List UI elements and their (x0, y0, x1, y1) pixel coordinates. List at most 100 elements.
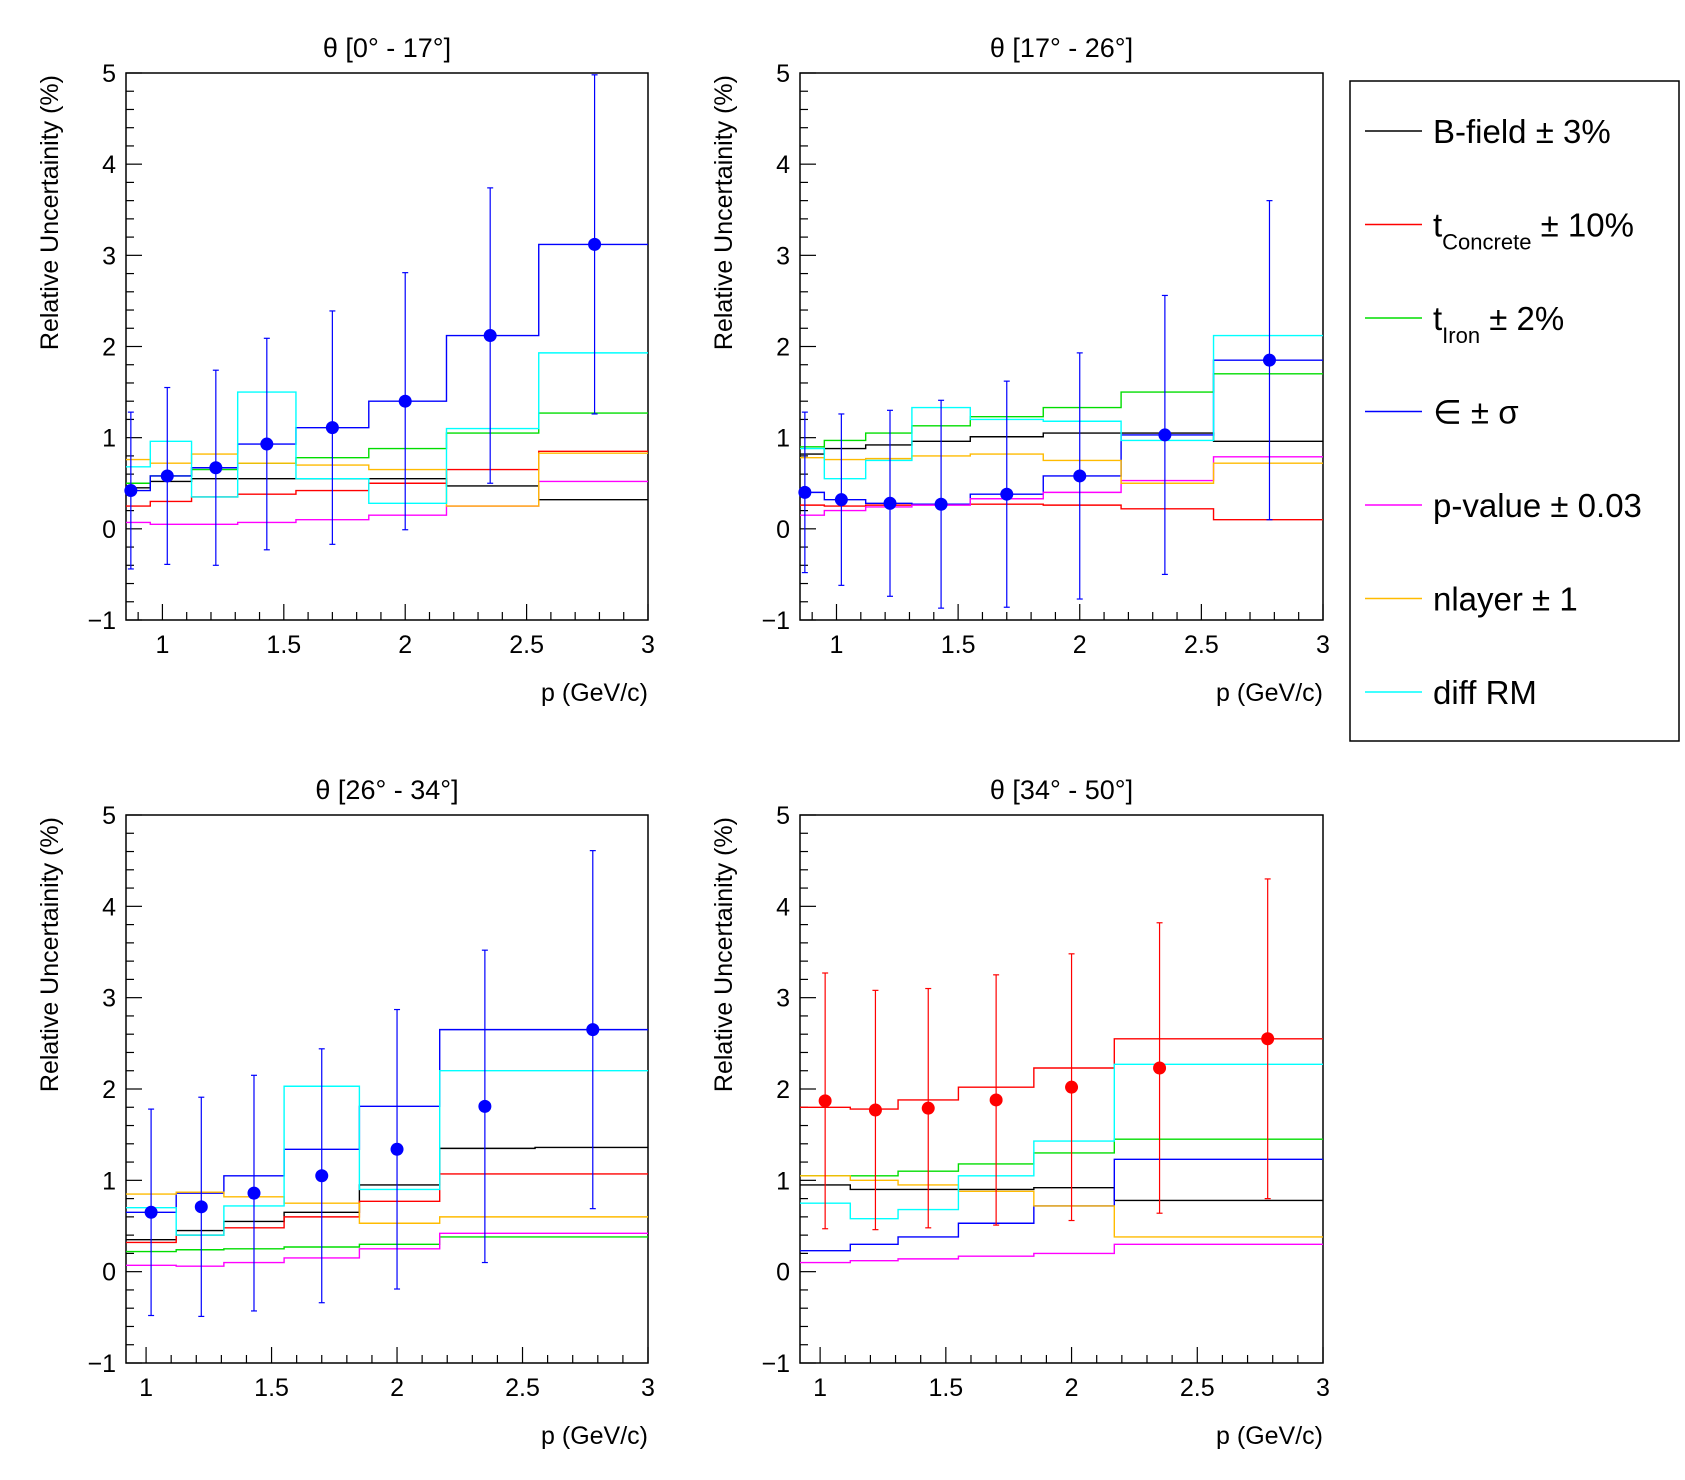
series-line-tconcrete-10- (126, 450, 648, 507)
x-tick-label: 3 (641, 631, 655, 659)
legend-label: diff RM (1433, 674, 1537, 711)
y-axis-label: Relative Uncertainity (%) (36, 817, 64, 1092)
data-point (868, 1103, 882, 1117)
y-tick-label: −1 (87, 1350, 116, 1378)
series-line-b-field-3- (800, 1184, 1323, 1202)
data-point (921, 1101, 935, 1115)
legend-label-base: diff RM (1433, 674, 1537, 711)
y-tick-label: 4 (102, 151, 116, 179)
legend-label-suffix: ± 1 (1523, 581, 1578, 618)
data-point (1153, 1061, 1167, 1075)
x-axis-label: p (GeV/c) (1216, 679, 1323, 707)
y-tick-label: 5 (776, 802, 790, 830)
legend-label-base: B-field (1433, 113, 1527, 150)
y-tick-label: 1 (102, 1167, 116, 1195)
legend-item: tConcrete ± 10% (1365, 207, 1634, 255)
y-tick-label: −1 (761, 607, 790, 635)
legend-label-suffix: ± 10% (1531, 207, 1634, 244)
data-point (1158, 428, 1172, 442)
series-line-p-value-0-03 (800, 1243, 1323, 1264)
data-point (818, 1094, 832, 1108)
y-tick-label: 2 (102, 1076, 116, 1104)
series-line-diff-rm (126, 352, 648, 505)
data-point (588, 237, 602, 251)
data-point (1065, 1080, 1079, 1094)
y-tick-label: 1 (776, 425, 790, 453)
x-axis-label: p (GeV/c) (541, 1422, 648, 1450)
x-tick-label: 2.5 (1180, 1374, 1215, 1402)
data-point (483, 329, 497, 343)
data-point (209, 461, 223, 475)
data-point (315, 1169, 329, 1183)
data-point (194, 1200, 208, 1214)
legend-label-base: t (1433, 207, 1442, 244)
x-tick-label: 1.5 (941, 631, 976, 659)
x-tick-label: 1 (813, 1374, 827, 1402)
data-point (390, 1142, 404, 1156)
panel-1: θ [0° - 17°] −1 0 1 2 3 4 5 1 1.5 2 2.5 3 p (GeV/c) Re… (36, 33, 655, 707)
panel-2: θ [17° - 26°] −1 0 1 2 3 4 5 1 1.5 2 2.5 3 p (GeV/c) R… (710, 33, 1330, 707)
plot-frame (125, 72, 649, 621)
data-point (247, 1186, 261, 1200)
panel-4: θ [34° - 50°] −1 0 1 2 3 4 5 1 1.5 2 2.5 3 p (GeV/c) R… (710, 775, 1330, 1450)
plot-frame (799, 814, 1324, 1364)
series-line-nlayer-1 (800, 453, 1323, 484)
legend-label-base: p-value (1433, 487, 1541, 524)
data-point (834, 493, 848, 507)
y-tick-label: 3 (776, 242, 790, 270)
legend-label: tIron ± 2% (1433, 300, 1564, 348)
series-line-p-value-0-03 (126, 1232, 648, 1267)
panel-title: θ [0° - 17°] (323, 33, 451, 63)
x-tick-label: 1.5 (254, 1374, 289, 1402)
data-point (398, 394, 412, 408)
series-line-diff-rm (126, 1070, 648, 1236)
data-point (1000, 487, 1014, 501)
legend-label-suffix: ± 3% (1527, 113, 1611, 150)
y-tick-label: 2 (776, 334, 790, 362)
series-line-b-field-3- (800, 432, 1323, 455)
x-tick-label: 2 (398, 631, 412, 659)
y-tick-label: 5 (102, 60, 116, 88)
y-axis-label: Relative Uncertainity (%) (710, 75, 738, 350)
x-axis-label: p (GeV/c) (541, 679, 648, 707)
legend-item: B-field ± 3% (1365, 113, 1611, 150)
data-point (934, 497, 948, 511)
x-tick-label: 2 (1065, 1374, 1079, 1402)
x-tick-label: 2 (1073, 631, 1087, 659)
y-tick-label: 3 (776, 985, 790, 1013)
x-tick-label: 2.5 (509, 631, 544, 659)
x-tick-label: 3 (641, 1374, 655, 1402)
panel-title: θ [26° - 34°] (315, 775, 458, 805)
y-tick-label: 4 (776, 151, 790, 179)
series-line-- (800, 1158, 1323, 1252)
legend-label-subscript: Concrete (1442, 230, 1531, 255)
x-tick-label: 1.5 (266, 631, 301, 659)
y-tick-label: 2 (776, 1076, 790, 1104)
panels-layer: θ [0° - 17°] −1 0 1 2 3 4 5 1 1.5 2 2.5 3 p (GeV/c) Re… (36, 33, 1330, 1450)
x-tick-label: 3 (1316, 1374, 1330, 1402)
y-tick-label: −1 (87, 607, 116, 635)
x-tick-label: 2 (390, 1374, 404, 1402)
y-tick-label: 0 (102, 516, 116, 544)
x-tick-label: 1.5 (928, 1374, 963, 1402)
data-point (325, 421, 339, 435)
panel-title: θ [17° - 26°] (990, 33, 1133, 63)
y-tick-label: 0 (776, 1259, 790, 1287)
x-tick-label: 1 (139, 1374, 153, 1402)
y-tick-label: 3 (102, 985, 116, 1013)
y-tick-label: 0 (776, 516, 790, 544)
panel-3: θ [26° - 34°] −1 0 1 2 3 4 5 1 1.5 2 2.5 3 p (GeV/c) R… (36, 775, 655, 1450)
legend-label: B-field ± 3% (1433, 113, 1611, 150)
y-tick-label: 2 (102, 334, 116, 362)
panel-title: θ [34° - 50°] (990, 775, 1133, 805)
x-axis-label: p (GeV/c) (1216, 1422, 1323, 1450)
y-tick-label: 0 (102, 1259, 116, 1287)
legend-item: nlayer ± 1 (1365, 581, 1578, 618)
y-tick-label: 5 (776, 60, 790, 88)
legend-label: p-value ± 0.03 (1433, 487, 1642, 524)
x-tick-label: 1 (155, 631, 169, 659)
legend-item: diff RM (1365, 674, 1537, 711)
legend-label: tConcrete ± 10% (1433, 207, 1634, 255)
y-tick-label: 4 (776, 893, 790, 921)
y-tick-label: −1 (761, 1350, 790, 1378)
